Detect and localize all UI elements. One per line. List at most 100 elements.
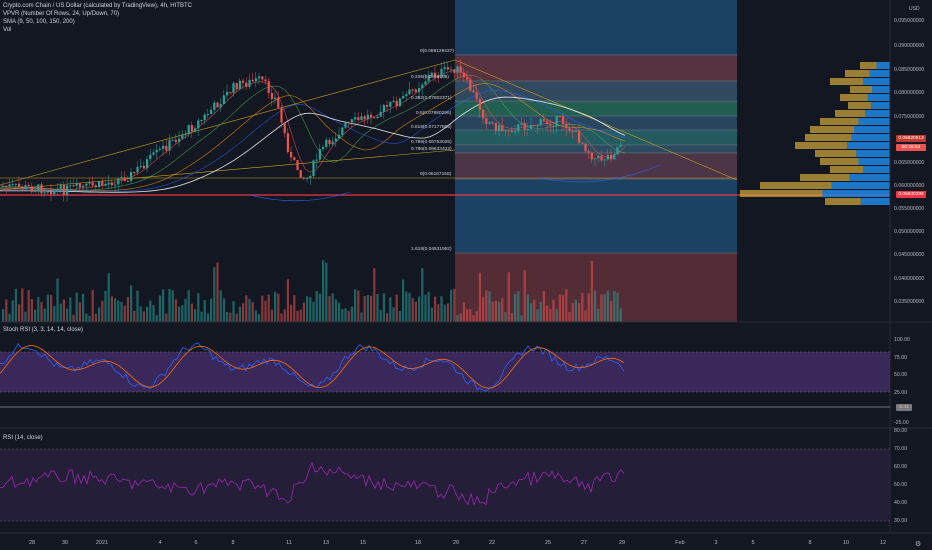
stoch-rsi-title[interactable]: Stoch RSI (3, 3, 14, 14, close) [3, 327, 84, 333]
volume-bar [219, 290, 222, 322]
volume-bar [546, 305, 549, 322]
candle-body [27, 184, 30, 187]
candle-body [472, 90, 475, 93]
rsi-axis-label: 40.00 [894, 500, 907, 506]
candle-body [597, 155, 600, 159]
candle-body [328, 139, 331, 145]
volume-bar [574, 299, 577, 322]
time-axis-label: 5 [751, 540, 755, 546]
volume-bar [222, 298, 225, 322]
sma-line [0, 90, 626, 192]
vpvr-row-up [872, 86, 890, 93]
candle-body [62, 185, 65, 195]
main-legend[interactable]: Crypto.com Chain / US Dollar (calculated… [3, 2, 192, 34]
candle-body [530, 125, 533, 130]
volume-bar [242, 303, 245, 322]
candle-body [242, 80, 245, 83]
candle-body [459, 66, 462, 73]
candle-body [546, 121, 549, 125]
vpvr-legend[interactable]: VPVR (Number Of Rows, 24, Up/Down, 70) [3, 11, 120, 17]
fib-label: 0.786(0.06753025) [411, 140, 452, 145]
vpvr-row-up [856, 150, 890, 157]
vpvr-row-up [876, 62, 890, 69]
candle-body [174, 139, 177, 142]
candle-body [542, 119, 545, 122]
volume-bar [382, 293, 385, 322]
candle-body [440, 68, 443, 77]
candle-body [277, 97, 280, 108]
vpvr-row-down [830, 166, 863, 173]
candle-body [482, 109, 485, 119]
rsi-axis-label: 50.00 [894, 482, 907, 488]
volume-bar [210, 298, 213, 322]
volume-bar [402, 279, 405, 322]
candle-body [619, 145, 622, 147]
candle-body [517, 124, 520, 132]
vpvr-row-up [858, 158, 890, 165]
candle-body [286, 133, 289, 152]
candle-body [165, 145, 168, 151]
vpvr-row-up [854, 126, 890, 133]
vpvr-row-up [865, 110, 890, 117]
volume-bar [149, 300, 152, 322]
rsi-title[interactable]: RSI (14, close) [3, 435, 43, 441]
vpvr-row-down [820, 118, 859, 125]
candle-body [334, 138, 337, 142]
candle-body [229, 91, 232, 93]
candle-body [610, 154, 613, 160]
volume-bar [482, 297, 485, 322]
trendline-lower[interactable] [0, 149, 456, 191]
volume-bar [590, 260, 593, 322]
volume-bar [126, 297, 129, 322]
candle-body [261, 76, 264, 80]
volume-bar [24, 311, 27, 322]
candle-body [283, 122, 286, 134]
sma-legend[interactable]: SMA (9, 50, 100, 150, 200) [3, 19, 75, 25]
volume-bar [539, 301, 542, 322]
vpvr-row-up [863, 166, 890, 173]
rounding-arc-1[interactable] [249, 191, 351, 202]
trendline-upper[interactable] [0, 59, 456, 186]
volume-bar [542, 291, 545, 322]
sma-line [0, 96, 626, 193]
stoch-axis-label: 75.00 [894, 355, 907, 361]
candle-body [280, 107, 283, 123]
vpvr-row-down [795, 142, 848, 149]
candle-body [181, 134, 184, 139]
vol-legend[interactable]: Vol [3, 27, 12, 33]
candle-body [312, 160, 315, 177]
volume-bar [181, 305, 184, 322]
volume-bar [318, 293, 321, 322]
fib-label: 0(0.088129437) [420, 49, 454, 54]
volume-bar [62, 299, 65, 322]
settings-gear-icon[interactable]: ⚙ [915, 541, 922, 548]
stoch-k-line [0, 342, 625, 392]
candle-body [238, 80, 241, 90]
volume-bar [85, 313, 88, 322]
candle-body [520, 122, 523, 125]
rounding-arc-2[interactable] [539, 164, 661, 183]
fib-label: 0.382(0.07802371) [411, 96, 452, 101]
currency-label[interactable]: USD [909, 6, 920, 12]
candle-body [539, 119, 542, 126]
candle-body [251, 79, 254, 82]
volume-bar [248, 298, 251, 322]
volume-bar [98, 307, 101, 322]
candle-body [248, 79, 251, 87]
candle-body [603, 159, 606, 161]
candle-body [14, 183, 17, 185]
candle-body [587, 151, 590, 153]
volume-bar [523, 269, 526, 322]
fib-label: 0.786(0.06633423) [411, 147, 452, 152]
symbol-title[interactable]: Crypto.com Chain / US Dollar (calculated… [3, 3, 192, 9]
volume-bar [414, 301, 417, 322]
candle-body [126, 180, 129, 182]
time-axis-label: 11 [286, 540, 292, 546]
volume-bar [517, 291, 520, 322]
candle-body [235, 83, 238, 90]
volume-bar [110, 296, 113, 322]
volume-bar [251, 302, 254, 322]
volume-bar [322, 260, 325, 322]
volume-bar [485, 290, 488, 322]
